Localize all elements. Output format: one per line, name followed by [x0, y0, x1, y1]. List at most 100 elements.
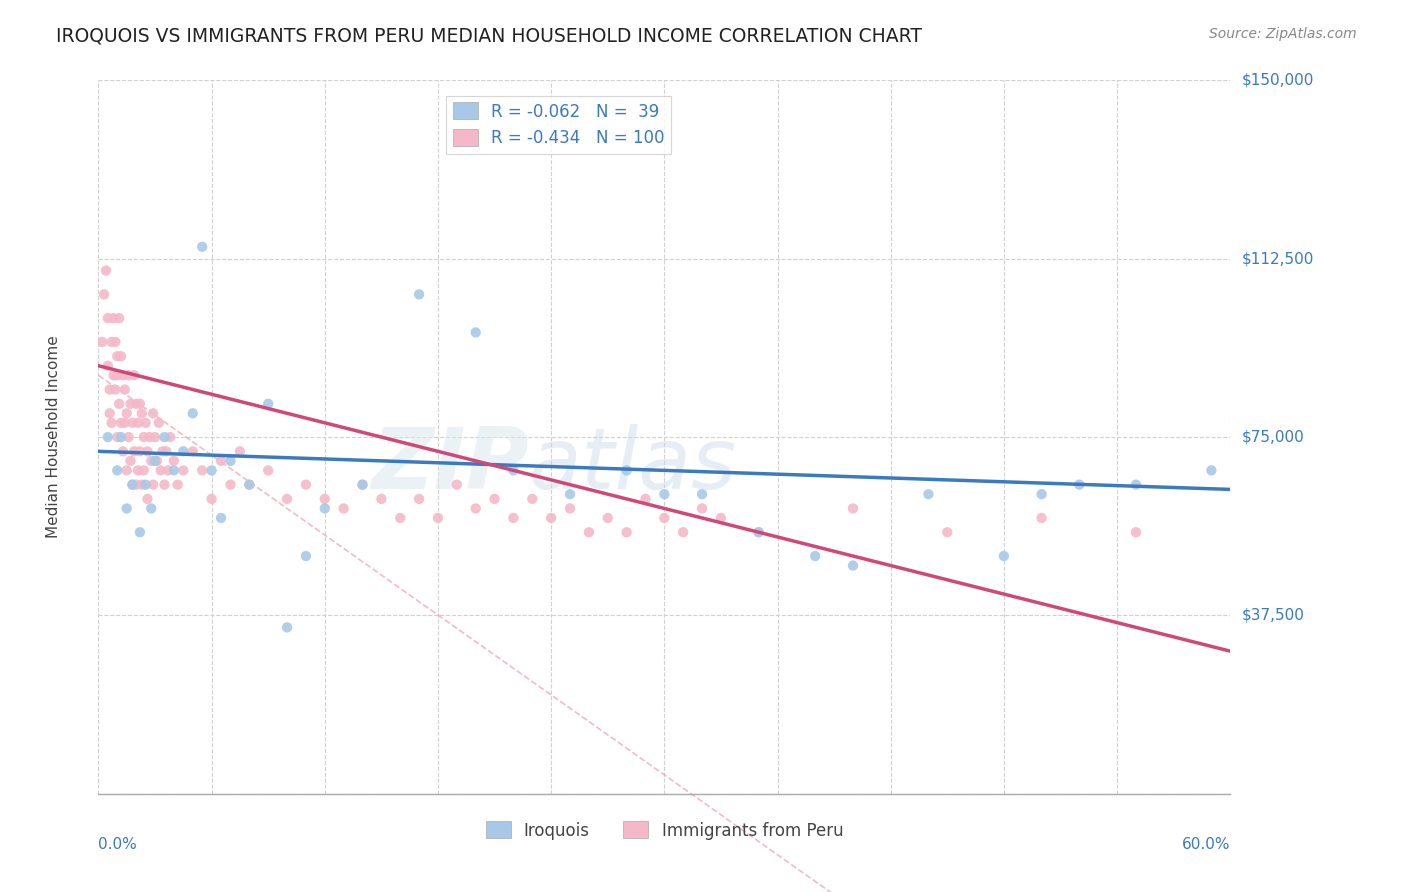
Point — [105, 349, 128, 363]
Point — [121, 416, 143, 430]
Point — [131, 477, 153, 491]
Point — [1125, 477, 1147, 491]
Point — [191, 463, 214, 477]
Point — [314, 491, 336, 506]
Point — [163, 463, 186, 477]
Point — [427, 511, 450, 525]
Point — [115, 406, 138, 420]
Point — [98, 406, 121, 420]
Point — [153, 477, 176, 491]
Point — [104, 383, 127, 397]
Point — [122, 368, 145, 383]
Point — [146, 454, 169, 468]
Point — [136, 491, 159, 506]
Point — [502, 511, 524, 525]
Point — [105, 463, 128, 477]
Point — [120, 397, 142, 411]
Point — [141, 501, 163, 516]
Point — [596, 511, 619, 525]
Text: 0.0%: 0.0% — [98, 837, 138, 852]
Point — [295, 477, 318, 491]
Point — [105, 430, 128, 444]
Point — [408, 491, 430, 506]
Point — [155, 444, 177, 458]
Point — [616, 525, 638, 540]
Point — [634, 491, 657, 506]
Point — [129, 397, 152, 411]
Point — [172, 463, 194, 477]
Legend: R = -0.062   N =  39, R = -0.434   N = 100: R = -0.062 N = 39, R = -0.434 N = 100 — [446, 95, 672, 153]
Point — [142, 477, 165, 491]
Point — [229, 444, 252, 458]
Point — [132, 430, 155, 444]
Point — [125, 397, 148, 411]
Text: IROQUOIS VS IMMIGRANTS FROM PERU MEDIAN HOUSEHOLD INCOME CORRELATION CHART: IROQUOIS VS IMMIGRANTS FROM PERU MEDIAN … — [56, 27, 922, 45]
Point — [558, 501, 581, 516]
Point — [114, 416, 136, 430]
Point — [172, 444, 194, 458]
Point — [690, 501, 713, 516]
Point — [652, 487, 676, 501]
Text: $150,000: $150,000 — [1241, 73, 1313, 87]
Point — [295, 549, 318, 563]
Point — [578, 525, 600, 540]
Point — [115, 501, 138, 516]
Point — [131, 406, 153, 420]
Point — [1031, 487, 1053, 501]
Point — [370, 491, 392, 506]
Text: 60.0%: 60.0% — [1182, 837, 1230, 852]
Point — [191, 240, 214, 254]
Text: $112,500: $112,500 — [1241, 252, 1313, 266]
Text: Median Household Income: Median Household Income — [45, 335, 60, 539]
Point — [502, 463, 524, 477]
Point — [148, 416, 170, 430]
Point — [389, 511, 412, 525]
Point — [201, 491, 224, 506]
Point — [181, 444, 204, 458]
Point — [238, 477, 260, 491]
Point — [690, 487, 713, 501]
Point — [209, 454, 232, 468]
Point — [100, 334, 122, 349]
Point — [166, 477, 188, 491]
Point — [105, 368, 128, 383]
Point — [201, 463, 224, 477]
Point — [464, 501, 486, 516]
Point — [108, 397, 131, 411]
Point — [993, 549, 1015, 563]
Point — [219, 477, 242, 491]
Point — [114, 383, 136, 397]
Point — [110, 416, 132, 430]
Point — [127, 463, 149, 477]
Point — [120, 454, 142, 468]
Point — [352, 477, 374, 491]
Point — [91, 334, 114, 349]
Point — [936, 525, 959, 540]
Point — [121, 477, 143, 491]
Point — [804, 549, 827, 563]
Point — [159, 430, 181, 444]
Point — [125, 477, 148, 491]
Point — [149, 463, 172, 477]
Point — [138, 430, 160, 444]
Text: $75,000: $75,000 — [1241, 430, 1305, 444]
Point — [257, 397, 280, 411]
Point — [129, 525, 152, 540]
Point — [98, 383, 121, 397]
Point — [117, 430, 139, 444]
Point — [111, 368, 134, 383]
Point — [1069, 477, 1091, 491]
Point — [110, 349, 132, 363]
Point — [135, 416, 157, 430]
Point — [142, 406, 165, 420]
Point — [104, 334, 127, 349]
Point — [97, 311, 120, 326]
Point — [163, 454, 186, 468]
Point — [143, 430, 166, 444]
Point — [181, 406, 204, 420]
Point — [522, 491, 544, 506]
Point — [332, 501, 354, 516]
Point — [111, 444, 134, 458]
Point — [157, 463, 180, 477]
Point — [127, 416, 149, 430]
